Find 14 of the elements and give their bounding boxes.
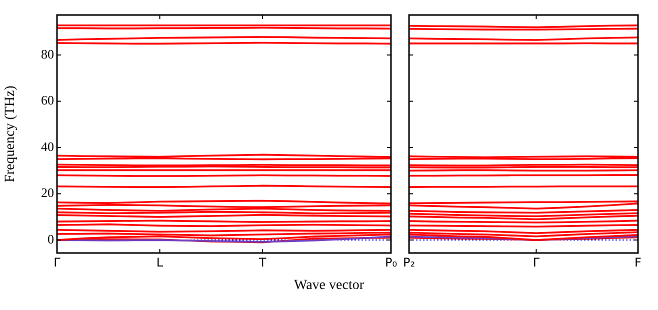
x-tick-label: F bbox=[634, 255, 642, 270]
y-tick-label: 20 bbox=[41, 185, 54, 200]
y-tick-label: 40 bbox=[41, 138, 54, 154]
x-tick-label: Γ bbox=[532, 255, 540, 270]
y-tick-label: 0 bbox=[48, 231, 54, 246]
y-axis-title: Frequency (THz) bbox=[3, 85, 18, 182]
x-tick-label: Γ bbox=[54, 255, 61, 270]
x-axis-title: Wave vector bbox=[293, 278, 365, 294]
x-tick-label: T bbox=[258, 255, 267, 270]
y-tick-label: 60 bbox=[41, 92, 54, 108]
x-tick-label: P₀ bbox=[384, 255, 398, 270]
x-tick-label: L bbox=[156, 255, 164, 270]
y-tick-label: 80 bbox=[41, 46, 54, 62]
x-tick-label: P₂ bbox=[403, 255, 416, 270]
